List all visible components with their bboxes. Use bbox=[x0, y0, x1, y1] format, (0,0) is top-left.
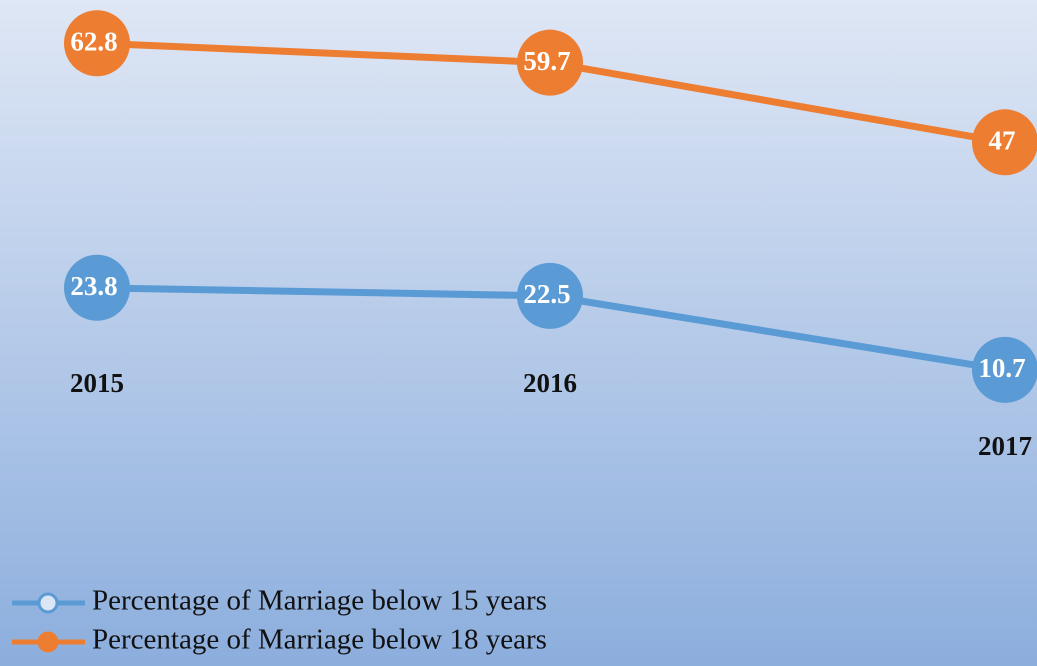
x-tick-label: 2016 bbox=[523, 368, 577, 398]
data-label: 47 bbox=[989, 126, 1016, 156]
point bbox=[64, 254, 130, 321]
point bbox=[64, 10, 130, 77]
point bbox=[517, 29, 583, 96]
data-label: 23.8 bbox=[70, 271, 117, 301]
legend-marker bbox=[37, 592, 59, 614]
point bbox=[972, 109, 1037, 176]
point bbox=[972, 336, 1037, 403]
point bbox=[517, 262, 583, 329]
legend-marker bbox=[37, 631, 59, 653]
x-tick-label: 2017 bbox=[978, 431, 1032, 461]
x-tick-label: 2015 bbox=[70, 368, 124, 398]
legend-label: Percentage of Marriage below 15 years bbox=[92, 585, 547, 617]
legend-label: Percentage of Marriage below 18 years bbox=[92, 624, 547, 656]
data-label: 62.8 bbox=[70, 26, 117, 56]
data-label: 22.5 bbox=[523, 279, 570, 309]
data-label: 59.7 bbox=[523, 46, 570, 76]
data-label: 10.7 bbox=[978, 353, 1025, 383]
